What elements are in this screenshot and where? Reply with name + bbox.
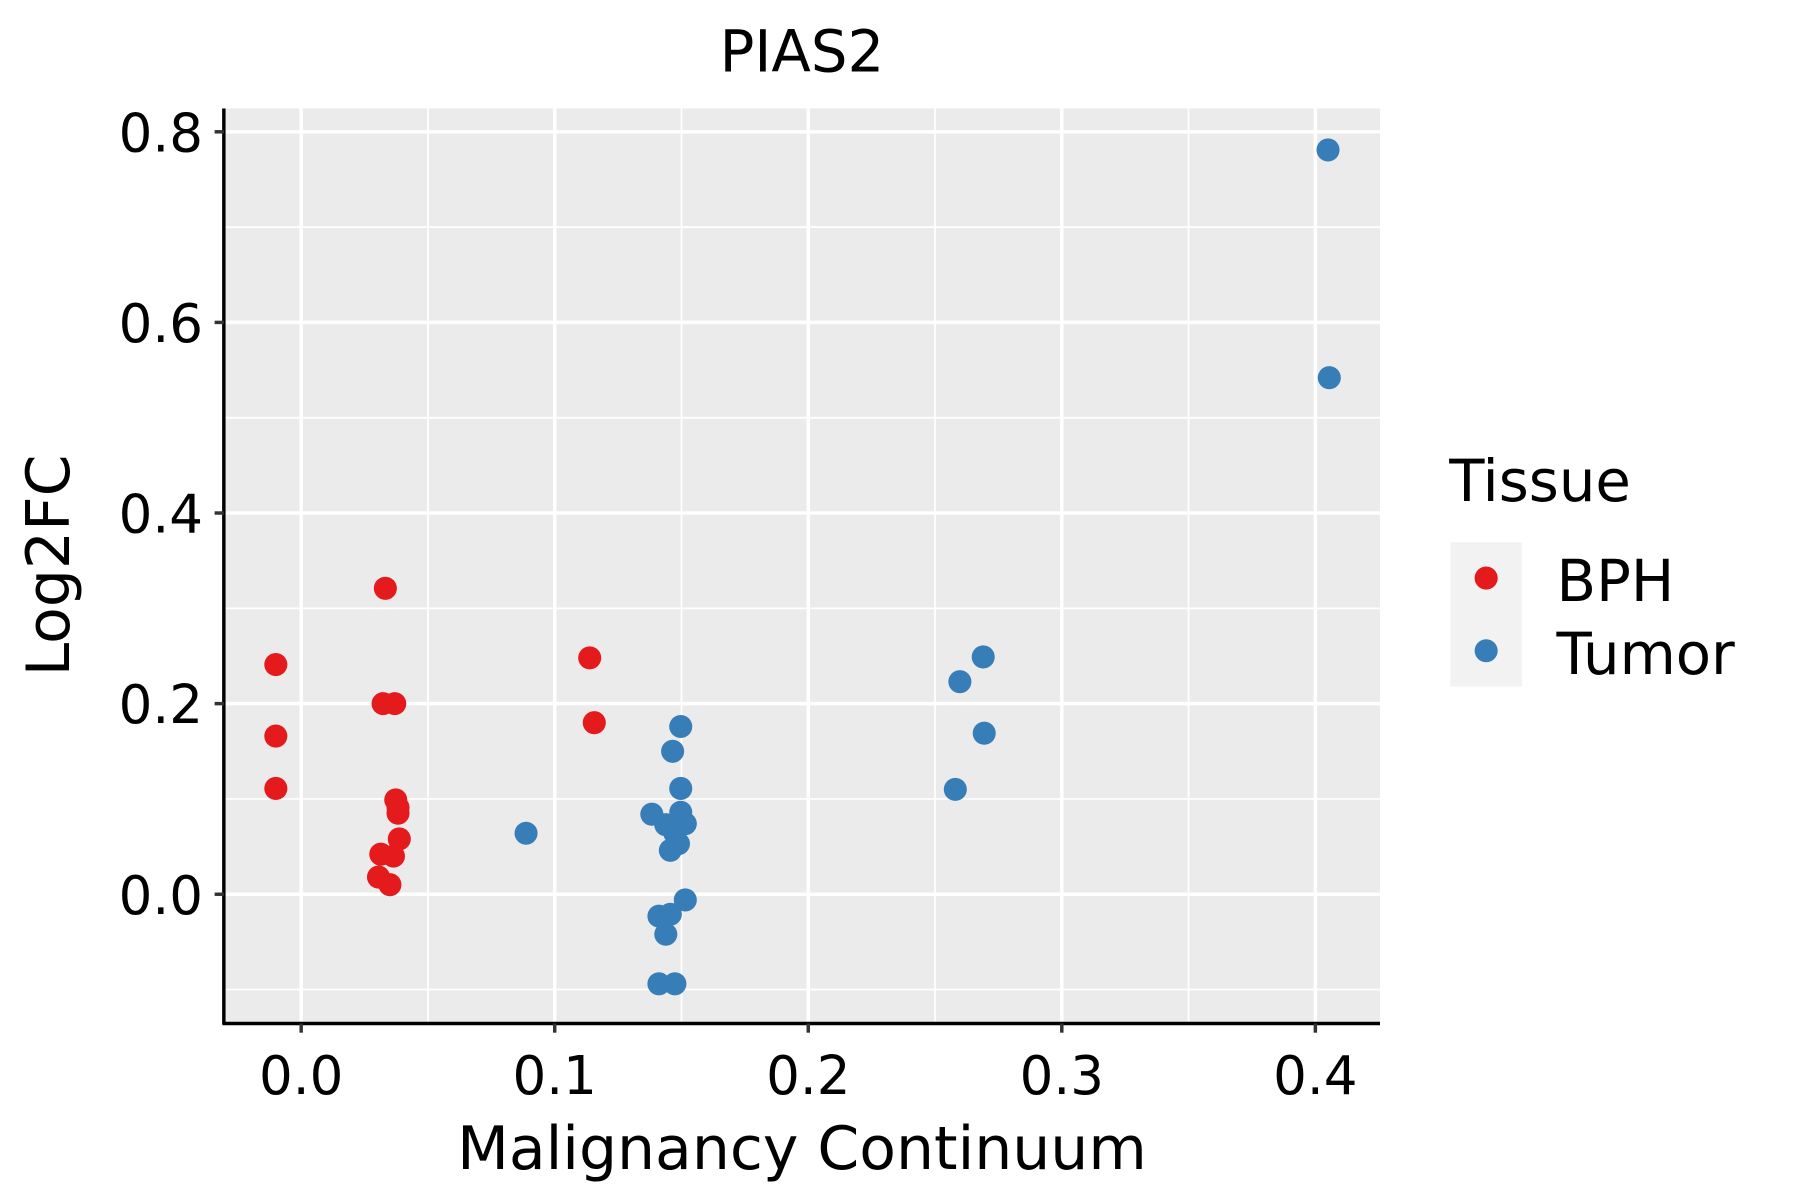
point-tumor — [669, 776, 693, 800]
point-tumor — [661, 739, 685, 763]
x-tick-label: 0.4 — [1273, 1045, 1357, 1107]
y-tick-label: 0.0 — [119, 865, 203, 927]
point-tumor — [673, 888, 697, 912]
point-bph — [378, 873, 402, 897]
x-axis-label: Malignancy Continuum — [457, 1114, 1147, 1184]
legend-key-bph — [1474, 566, 1498, 590]
point-tumor — [1316, 138, 1340, 162]
point-tumor — [1317, 366, 1341, 390]
point-bph — [582, 711, 606, 735]
x-tick-label: 0.2 — [766, 1045, 850, 1107]
legend-key-tumor — [1474, 639, 1498, 663]
point-tumor — [971, 645, 995, 669]
axis-ticks: 0.0 0.1 0.2 0.3 0.4 0.0 0.2 0.4 0.6 0.8 — [119, 102, 1358, 1106]
plot-panel — [223, 108, 1380, 1024]
legend: Tissue BPH Tumor — [1448, 447, 1735, 688]
point-tumor — [669, 714, 693, 739]
point-tumor — [658, 838, 682, 862]
grid-lines — [223, 108, 1380, 1024]
y-tick-label: 0.6 — [119, 293, 203, 355]
point-bph — [373, 576, 397, 600]
point-tumor — [663, 972, 687, 996]
x-tick-label: 0.1 — [513, 1045, 597, 1107]
y-tick-label: 0.2 — [119, 674, 203, 736]
point-tumor — [654, 922, 678, 946]
chart-title: PIAS2 — [720, 18, 885, 86]
point-bph — [264, 653, 288, 677]
point-tumor — [943, 777, 967, 801]
legend-title: Tissue — [1448, 447, 1631, 515]
x-tick-label: 0.0 — [259, 1045, 343, 1107]
y-tick-label: 0.8 — [119, 102, 203, 164]
point-tumor — [948, 670, 972, 694]
point-bph — [264, 776, 288, 800]
x-tick-label: 0.3 — [1020, 1045, 1104, 1107]
legend-label-tumor[interactable]: Tumor — [1556, 620, 1736, 688]
point-bph — [386, 801, 410, 825]
y-tick-label: 0.4 — [119, 484, 203, 546]
data-points — [264, 138, 1341, 996]
y-axis-label: Log2FC — [14, 455, 84, 677]
point-tumor — [972, 721, 996, 745]
point-bph — [383, 692, 407, 716]
point-tumor — [514, 821, 538, 845]
legend-key-background — [1450, 542, 1522, 687]
point-tumor — [658, 902, 682, 926]
point-bph — [264, 724, 288, 748]
point-bph — [381, 844, 406, 868]
point-bph — [578, 646, 602, 670]
legend-label-bph[interactable]: BPH — [1557, 547, 1675, 615]
point-tumor — [647, 972, 671, 996]
